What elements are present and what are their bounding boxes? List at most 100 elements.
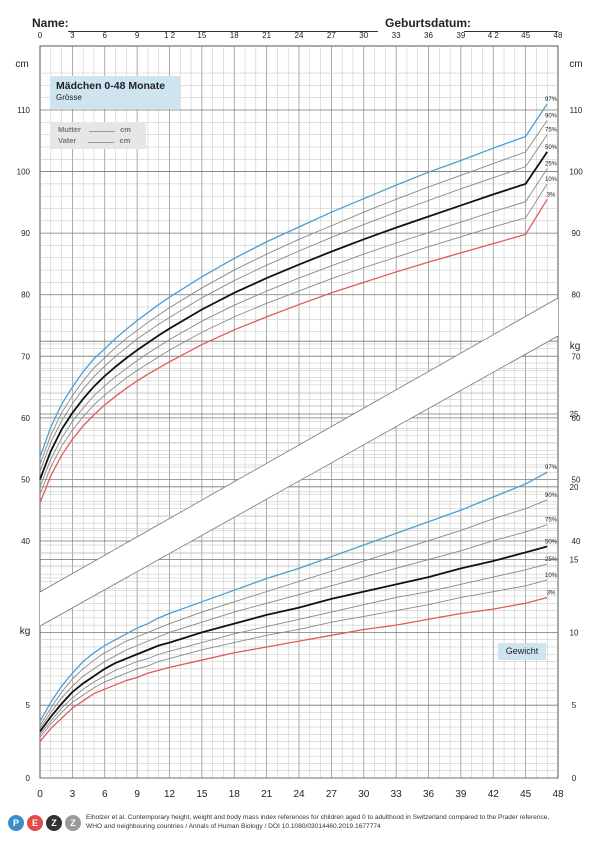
height-tick-left: 70 [21, 352, 30, 361]
weight-curve-90p [39, 499, 548, 726]
x-tick-top: 6 [103, 31, 108, 40]
height-curve-90p [39, 120, 548, 465]
x-tick-top: 18 [230, 31, 239, 40]
weight-curve-75p [39, 524, 548, 729]
x-tick-bottom: 0 [37, 789, 43, 800]
weight-curve-50p [39, 545, 548, 732]
height-tick-left: 100 [17, 168, 31, 177]
height-tick-left: 90 [21, 229, 30, 238]
x-tick-top: 4 2 [488, 31, 500, 40]
x-tick-top: 45 [521, 31, 530, 40]
weight-tick-right: 15 [570, 556, 579, 565]
weight-curve-25p [39, 563, 548, 735]
height-tick-right: 50 [572, 475, 581, 484]
diagonal-band-edge [39, 297, 559, 593]
weight-label-75p: 75% [545, 518, 558, 524]
x-tick-top: 21 [262, 31, 271, 40]
x-tick-bottom: 30 [358, 789, 370, 800]
weight-curve-3p [39, 596, 548, 743]
weight-label-10p: 10% [545, 573, 558, 579]
height-tick-right: 70 [572, 352, 581, 361]
title-panel: Mädchen 0-48 Monate Grösse [50, 76, 180, 109]
x-tick-bottom: 18 [229, 789, 241, 800]
height-tick-right: 110 [570, 106, 583, 115]
height-tick-right: 90 [572, 229, 581, 238]
logo-letter-z2: Z [65, 815, 81, 831]
unit-kg-left: kg [20, 626, 31, 637]
birthdate-label: Geburtsdatum: [385, 16, 472, 30]
height-curve-3p [39, 198, 548, 504]
height-tick-left: 80 [21, 291, 30, 300]
x-tick-bottom: 36 [423, 789, 435, 800]
x-tick-bottom: 48 [552, 789, 564, 800]
x-tick-bottom: 24 [293, 789, 305, 800]
height-curve-75p [39, 134, 548, 472]
name-label: Name: [32, 16, 69, 30]
height-curve-50p [39, 151, 548, 480]
height-label-90p: 90% [545, 113, 558, 119]
height-tick-right: 60 [572, 414, 581, 423]
weight-curve-97p [39, 471, 548, 722]
height-label-50p: 50% [545, 145, 558, 151]
father-unit: cm [119, 136, 131, 145]
parents-box: Mutter cm Vater cm [50, 122, 146, 149]
x-tick-bottom: 6 [102, 789, 108, 800]
name-field[interactable] [68, 31, 378, 32]
logo-letter-e: E [27, 815, 43, 831]
diagonal-band-fill [40, 298, 558, 626]
grid-layer [39, 45, 559, 779]
x-tick-bottom: 3 [70, 789, 76, 800]
weight-tick-right: 5 [572, 701, 577, 710]
weight-label-90p: 90% [545, 493, 558, 499]
x-tick-bottom: 42 [488, 789, 500, 800]
height-curve-97p [39, 103, 548, 458]
weight-label-97p: 97% [545, 465, 558, 471]
height-label-10p: 10% [545, 177, 558, 183]
x-tick-top: 3 [70, 31, 75, 40]
height-tick-right: 80 [572, 291, 581, 300]
height-label-75p: 75% [545, 128, 558, 134]
height-label-97p: 97% [545, 97, 558, 103]
birthdate-field[interactable] [464, 31, 558, 32]
x-tick-top: 15 [197, 31, 206, 40]
citation-text: Eiholzer et al. Contemporary height, wei… [86, 814, 550, 830]
height-label-3p: 3% [547, 192, 556, 198]
father-height-field[interactable] [88, 142, 115, 143]
father-label: Vater [58, 136, 77, 145]
weight-curve-10p [39, 579, 548, 738]
x-tick-top: 48 [554, 31, 563, 40]
unit-cm-right: cm [569, 59, 582, 70]
x-tick-bottom: 15 [196, 789, 208, 800]
x-tick-bottom: 21 [261, 789, 273, 800]
weight-tick-left: 5 [26, 701, 31, 710]
x-tick-bottom: 12 [164, 789, 176, 800]
chart-title: Mädchen 0-48 Monate [56, 80, 166, 92]
weight-tick-right: 0 [572, 774, 577, 783]
x-tick-top: 9 [135, 31, 140, 40]
x-tick-top: 36 [424, 31, 433, 40]
x-tick-top: 1 2 [164, 31, 176, 40]
height-tick-left: 50 [21, 475, 30, 484]
height-label-25p: 25% [545, 161, 558, 167]
weight-tick-right: 10 [570, 628, 579, 637]
height-tick-left: 60 [21, 414, 30, 423]
weight-label-3p: 3% [547, 590, 556, 596]
height-tick-left: 40 [21, 537, 30, 546]
weight-label-50p: 50% [545, 539, 558, 545]
unit-kg-right: kg [570, 341, 581, 352]
x-tick-top: 30 [359, 31, 368, 40]
height-tick-right: 40 [572, 537, 581, 546]
height-curve-10p [39, 183, 548, 495]
x-tick-top: 24 [295, 31, 304, 40]
x-tick-top: 0 [38, 31, 43, 40]
weight-tick-left: 0 [26, 774, 31, 783]
x-tick-top: 39 [456, 31, 465, 40]
height-curve-25p [39, 168, 548, 487]
mother-height-field[interactable] [89, 131, 116, 132]
x-tick-bottom: 39 [455, 789, 467, 800]
weight-tick-right: 25 [570, 410, 579, 419]
diagonal-band [39, 297, 559, 627]
diagonal-band-edge [39, 335, 559, 627]
percentile-curves: 97% 90% 75% 50% 25% 10% 3% 97% 90% 75% 50% 25% 10% 3% [39, 97, 558, 743]
